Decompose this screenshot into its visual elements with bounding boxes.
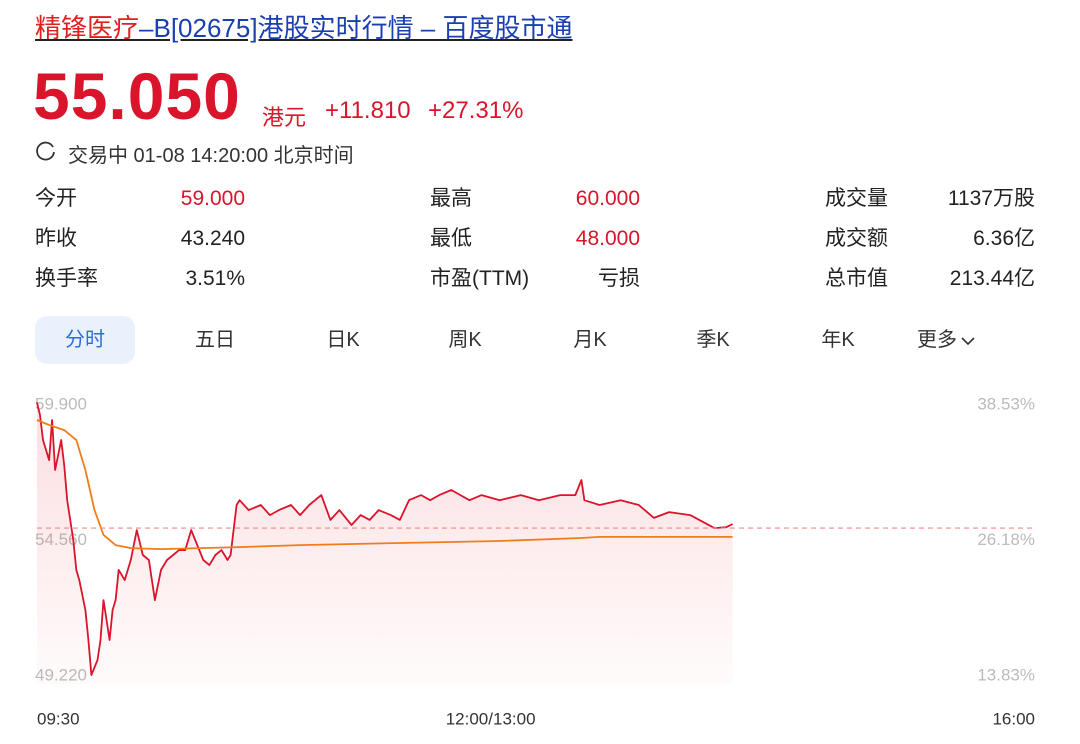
stat-label: 市盈(TTM): [430, 267, 530, 290]
chevron-icon[interactable]: [960, 335, 976, 347]
stock-name[interactable]: 精锋医疗: [35, 13, 140, 43]
tab[interactable]: 年K: [821, 329, 855, 351]
x-tick-label: 09:30: [37, 709, 80, 728]
y2-tick-label: 38.53%: [977, 394, 1035, 413]
stat-value: 43.240: [180, 227, 245, 250]
stat-label: 最高: [430, 187, 472, 210]
stat-value: 3.51%: [185, 267, 245, 290]
tab[interactable]: 季K: [696, 329, 730, 351]
stat-value: 59.000: [180, 187, 245, 210]
x-tick-label: 16:00: [992, 709, 1035, 728]
stat-label: 成交量: [825, 187, 888, 210]
x-tick-label: 12:00/13:00: [446, 709, 536, 728]
change: +11.810: [325, 97, 411, 124]
y2-tick-label: 13.83%: [977, 665, 1035, 684]
currency: 港元: [262, 105, 307, 130]
stat-value: 6.36亿: [973, 227, 1035, 250]
tab[interactable]: 更多: [917, 316, 1027, 364]
stat-label: 今开: [35, 187, 77, 210]
change-percent: +27.31%: [428, 97, 524, 124]
stat-label: 最低: [430, 227, 472, 250]
tab[interactable]: 分时: [35, 316, 135, 364]
stat-label: 总市值: [825, 267, 888, 290]
trading-status: 交易中 01-08 14:20:00 北京时间: [68, 145, 354, 167]
stat-label: 换手率: [35, 267, 98, 290]
stat-value: 1137万股: [947, 187, 1035, 210]
stat-value: 48.000: [575, 227, 640, 250]
chart: 59.90054.56049.22038.53%26.18%13.83%09:3…: [35, 394, 1035, 728]
stat-value: 213.44亿: [949, 267, 1035, 290]
tab[interactable]: 五日: [195, 329, 235, 351]
tab[interactable]: 日K: [326, 329, 360, 351]
series-line: [36, 402, 734, 676]
stat-value: 亏损: [598, 267, 640, 290]
price: 55.050: [33, 59, 241, 133]
y-tick-label: 59.900: [35, 394, 87, 413]
series-line: [36, 419, 733, 550]
stat-value: 60.000: [575, 187, 640, 210]
stat-label: 昨收: [35, 227, 77, 250]
title-rest[interactable]: –B[02675]港股实时行情 – 百度股市通: [139, 13, 573, 43]
status-icon: [36, 141, 55, 161]
y2-tick-label: 26.18%: [977, 530, 1035, 549]
stat-label: 成交额: [825, 227, 888, 250]
tab[interactable]: 周K: [448, 329, 482, 351]
page-title-link[interactable]: 精锋医疗–B[02675]港股实时行情 – 百度股市通: [35, 10, 572, 46]
tab[interactable]: 月K: [573, 329, 607, 351]
